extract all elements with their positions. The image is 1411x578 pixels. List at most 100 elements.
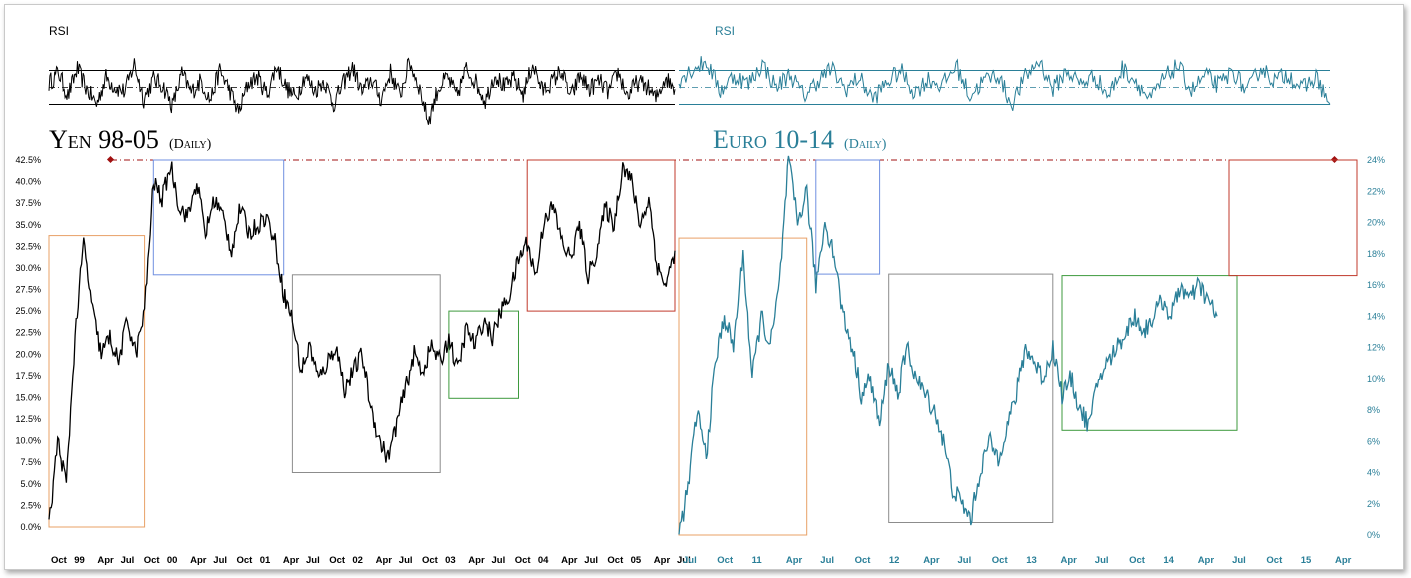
x-right-tick-label: Apr	[923, 555, 940, 566]
x-right-tick-label: Oct	[855, 555, 872, 566]
x-left-tick-label: Jul	[492, 555, 506, 566]
y-left-tick-label: 25.0%	[15, 306, 41, 316]
x-right-tick-label: Jul	[1095, 555, 1109, 566]
x-right-tick-label: Oct	[992, 555, 1009, 566]
rsi-line	[678, 56, 1331, 111]
y-right-tick-label: 8%	[1367, 405, 1380, 415]
x-left-tick-label: 05	[631, 555, 642, 566]
y-left-tick-label: 10.0%	[15, 436, 41, 446]
x-left-tick-label: Oct	[51, 555, 68, 566]
yen-title-sub: (Daily)	[169, 137, 212, 152]
euro-title-main: Euro 10-14	[713, 125, 834, 154]
x-right-tick-label: 11	[752, 555, 763, 566]
rsi-left-panel	[48, 57, 676, 125]
y-right-tick-label: 24%	[1367, 155, 1385, 165]
y-left-tick-label: 20.0%	[15, 349, 41, 359]
x-left-tick-label: Jul	[677, 555, 691, 566]
y-right-tick-label: 2%	[1367, 499, 1380, 509]
x-left-tick-label: Oct	[422, 555, 439, 566]
x-right-tick-label: Apr	[786, 555, 803, 566]
reference-diamond-left	[106, 155, 115, 164]
y-left-tick-label: 27.5%	[15, 285, 41, 295]
y-right-tick-label: 4%	[1367, 468, 1380, 478]
x-right-tick-label: Apr	[1061, 555, 1078, 566]
yen-series	[48, 161, 676, 520]
x-left-tick-label: 01	[260, 555, 271, 566]
x-left-tick-label: Jul	[584, 555, 598, 566]
x-left-tick-label: Jul	[121, 555, 135, 566]
x-axis-left: Oct 99 Apr Jul Oct 00 Apr Jul Oct 01 Apr Jul Oct 02 Ap…	[51, 555, 691, 566]
rsi-right-label: RSI	[715, 24, 735, 38]
x-left-tick-label: Apr	[190, 555, 207, 566]
x-right-tick-label: Oct	[1129, 555, 1146, 566]
y-left-tick-label: 15.0%	[15, 392, 41, 402]
regime-box-left-green	[448, 310, 519, 399]
regime-box-right-green	[1061, 275, 1238, 431]
x-left-tick-label: 04	[538, 555, 549, 566]
x-right-tick-label: Jul	[683, 555, 697, 566]
x-left-tick-label: Jul	[213, 555, 227, 566]
y-right-tick-label: 20%	[1367, 218, 1385, 228]
y-left-tick-label: 12.5%	[15, 414, 41, 424]
y-left-tick-label: 5.0%	[20, 479, 41, 489]
regime-box-right-blue	[815, 159, 881, 275]
x-right-tick-label: Apr	[1198, 555, 1215, 566]
y-left-tick-label: 22.5%	[15, 328, 41, 338]
y-right-tick-label: 22%	[1367, 186, 1385, 196]
y-left-tick-label: 37.5%	[15, 198, 41, 208]
regime-box-right-gray	[888, 273, 1054, 523]
y-left-tick-label: 30.0%	[15, 263, 41, 273]
regime-box-left-gray	[291, 274, 441, 473]
x-left-tick-label: Oct	[607, 555, 624, 566]
x-left-tick-label: 02	[352, 555, 363, 566]
x-left-tick-label: Jul	[306, 555, 320, 566]
x-left-tick-label: Apr	[561, 555, 578, 566]
y-left-tick-label: 7.5%	[20, 457, 41, 467]
x-left-tick-label: Oct	[515, 555, 532, 566]
x-right-tick-label: Jul	[820, 555, 834, 566]
y-axis-right: 0% 2% 4% 6% 8% 10% 12% 14% 16% 18% 20% 22% 24%	[1367, 155, 1385, 540]
x-right-tick-label: 14	[1163, 555, 1174, 566]
y-right-tick-label: 12%	[1367, 343, 1385, 353]
reference-line	[106, 155, 1339, 164]
x-left-tick-label: Apr	[376, 555, 393, 566]
regime-box-left-red	[526, 159, 676, 312]
price-line	[48, 161, 676, 520]
y-left-tick-label: 2.5%	[20, 500, 41, 510]
chart-frame: RSI RSI Yen 98-05 (Daily) Euro 10-14 (Da…	[4, 4, 1404, 570]
y-right-tick-label: 14%	[1367, 311, 1385, 321]
x-right-tick-label: 13	[1026, 555, 1037, 566]
y-left-tick-label: 32.5%	[15, 241, 41, 251]
x-right-tick-label: Oct	[717, 555, 734, 566]
euro-title-sub: (Daily)	[844, 137, 887, 152]
rsi-left-label: RSI	[49, 24, 69, 38]
x-axis-right: Jul Oct 11 Apr Jul Oct 12 Apr Jul Oct 13 Apr Jul Oct 1…	[683, 555, 1352, 566]
y-left-tick-label: 35.0%	[15, 220, 41, 230]
yen-title: Yen 98-05 (Daily)	[49, 125, 212, 154]
x-left-tick-label: 99	[74, 555, 85, 566]
y-left-tick-label: 0.0%	[20, 522, 41, 532]
x-left-tick-label: 00	[167, 555, 178, 566]
y-left-tick-label: 17.5%	[15, 371, 41, 381]
x-left-tick-label: Jul	[399, 555, 413, 566]
regime-box-left-blue	[152, 159, 285, 276]
x-left-tick-label: Oct	[144, 555, 161, 566]
chart-svg: RSI RSI Yen 98-05 (Daily) Euro 10-14 (Da…	[15, 24, 1385, 566]
y-right-tick-label: 0%	[1367, 530, 1380, 540]
y-right-tick-label: 10%	[1367, 374, 1385, 384]
y-right-tick-label: 18%	[1367, 249, 1385, 259]
x-right-tick-label: Apr	[1335, 555, 1352, 566]
x-left-tick-label: Apr	[283, 555, 300, 566]
y-left-tick-label: 42.5%	[15, 155, 41, 165]
x-right-tick-label: Jul	[958, 555, 972, 566]
euro-series	[678, 155, 1218, 535]
x-left-tick-label: Apr	[654, 555, 671, 566]
price-line	[678, 155, 1218, 535]
y-right-tick-label: 6%	[1367, 436, 1380, 446]
x-right-tick-label: 15	[1301, 555, 1312, 566]
x-right-tick-label: 12	[889, 555, 900, 566]
x-left-tick-label: Apr	[468, 555, 485, 566]
regime-box-right-orange	[678, 237, 808, 536]
euro-title: Euro 10-14 (Daily)	[713, 125, 887, 154]
x-left-tick-label: Apr	[97, 555, 114, 566]
